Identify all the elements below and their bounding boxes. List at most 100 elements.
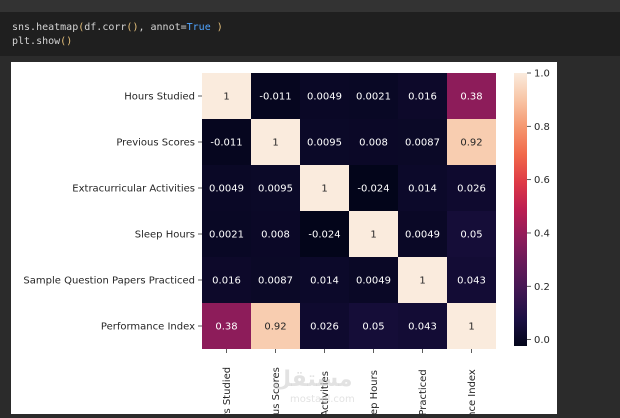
column-label: urs Studied bbox=[222, 367, 233, 414]
row-label: Extracurricular Activities bbox=[72, 184, 195, 195]
column-label: leep Hours bbox=[369, 370, 380, 414]
notebook-toolbar-strip bbox=[0, 0, 620, 12]
colorbar-tick-label: 0.0 bbox=[534, 335, 550, 346]
code-line-1: sns.heatmap(df.corr(), annot=True ) bbox=[12, 22, 223, 33]
cell-annotation: 0.026 bbox=[310, 322, 339, 333]
code-function: plt.show bbox=[12, 36, 61, 47]
heatmap-cell bbox=[447, 73, 496, 119]
cell-annotation: -0.011 bbox=[210, 138, 242, 149]
cell-annotation: 0.043 bbox=[408, 322, 437, 333]
cell-annotation: 1 bbox=[223, 92, 229, 103]
heatmap-cell bbox=[447, 119, 496, 165]
cell-output: 1 -0.011 0.0049 0.0021 0.016 0.38 -0.011 1 0.009… bbox=[11, 62, 557, 418]
heatmap-cell bbox=[202, 257, 251, 303]
cell-annotation: 0.014 bbox=[408, 184, 437, 195]
colorbar-tick-label: 0.2 bbox=[534, 282, 550, 293]
cell-annotation: 1 bbox=[468, 322, 474, 333]
column-label: ance Index bbox=[467, 369, 478, 414]
column-label: ious Scores bbox=[271, 367, 282, 414]
row-label: Sample Question Papers Practiced bbox=[23, 276, 195, 287]
cell-annotation: 0.0049 bbox=[209, 184, 244, 195]
colorbar-gradient bbox=[514, 73, 527, 346]
colorbar-tick-label: 0.8 bbox=[534, 122, 550, 133]
cell-annotation: 1 bbox=[370, 230, 376, 241]
heatmap-cell bbox=[300, 119, 349, 165]
cell-annotation: 0.0087 bbox=[258, 276, 293, 287]
heatmap-cell bbox=[398, 257, 447, 303]
cell-annotation: 0.0095 bbox=[258, 184, 293, 195]
cell-annotation: 0.016 bbox=[408, 92, 437, 103]
cell-annotation: 1 bbox=[272, 138, 278, 149]
colorbar-tick-label: 0.4 bbox=[534, 228, 550, 239]
heatmap-cell bbox=[447, 257, 496, 303]
heatmap-cell bbox=[398, 211, 447, 257]
heatmap-chart: 1 -0.011 0.0049 0.0021 0.016 0.38 -0.011 1 0.009… bbox=[23, 69, 550, 418]
cell-annotation: 0.0095 bbox=[307, 138, 342, 149]
cell-annotation: -0.024 bbox=[357, 184, 389, 195]
row-label: Performance Index bbox=[101, 322, 195, 333]
colorbar-tick-label: 0.6 bbox=[534, 175, 550, 186]
heatmap-cell bbox=[349, 165, 398, 211]
heatmap-cell bbox=[398, 73, 447, 119]
code-argument: df.corr bbox=[84, 22, 127, 33]
heatmap-cell bbox=[202, 303, 251, 349]
cell-annotation: 0.05 bbox=[362, 322, 384, 333]
heatmap-cell bbox=[300, 303, 349, 349]
heatmap-cell bbox=[251, 257, 300, 303]
heatmap-cell bbox=[349, 211, 398, 257]
row-label: Sleep Hours bbox=[135, 230, 195, 241]
heatmap-cell bbox=[300, 211, 349, 257]
code-cell[interactable]: sns.heatmap(df.corr(), annot=True ) plt.… bbox=[0, 12, 620, 56]
column-label: s Practiced bbox=[418, 369, 429, 414]
cell-annotation: 0.0021 bbox=[209, 230, 244, 241]
cell-annotation: 0.0049 bbox=[405, 230, 440, 241]
heatmap-cell bbox=[398, 119, 447, 165]
cell-annotation: 0.0021 bbox=[356, 92, 391, 103]
heatmap-cell bbox=[300, 257, 349, 303]
heatmap-cells: 1 -0.011 0.0049 0.0021 0.016 0.38 -0.011 1 0.009… bbox=[202, 73, 496, 349]
heatmap-cell bbox=[447, 211, 496, 257]
heatmap-cell bbox=[202, 165, 251, 211]
code-function: sns.heatmap bbox=[12, 22, 79, 33]
row-label: Previous Scores bbox=[116, 138, 195, 149]
heatmap-cell bbox=[349, 303, 398, 349]
cell-annotation: 0.014 bbox=[310, 276, 339, 287]
cell-annotation: 0.0049 bbox=[307, 92, 342, 103]
heatmap-cell bbox=[300, 73, 349, 119]
heatmap-cell bbox=[202, 73, 251, 119]
heatmap-cell bbox=[202, 119, 251, 165]
code-line-2: plt.show() bbox=[12, 36, 73, 47]
cell-annotation: 0.05 bbox=[460, 230, 482, 241]
cell-annotation: -0.024 bbox=[308, 230, 340, 241]
code-keyword-arg: , annot= bbox=[138, 22, 187, 33]
cell-annotation: -0.011 bbox=[259, 92, 291, 103]
column-label: r Activities bbox=[320, 371, 331, 414]
heatmap-cell bbox=[300, 165, 349, 211]
cell-annotation: 0.043 bbox=[457, 276, 486, 287]
cell-annotation: 0.92 bbox=[460, 138, 482, 149]
cell-annotation: 1 bbox=[321, 184, 327, 195]
heatmap-cell bbox=[398, 165, 447, 211]
cell-annotation: 0.38 bbox=[460, 92, 482, 103]
heatmap-cell bbox=[398, 303, 447, 349]
heatmap-cell bbox=[447, 303, 496, 349]
cell-annotation: 0.016 bbox=[212, 276, 241, 287]
heatmap-cell bbox=[349, 119, 398, 165]
heatmap-cell bbox=[447, 165, 496, 211]
heatmap-cell bbox=[251, 119, 300, 165]
cell-annotation: 0.38 bbox=[215, 322, 237, 333]
cell-annotation: 0.0087 bbox=[405, 138, 440, 149]
colorbar-tick-label: 1.0 bbox=[534, 69, 550, 80]
cell-annotation: 0.008 bbox=[261, 230, 290, 241]
cell-annotation: 1 bbox=[419, 276, 425, 287]
cell-annotation: 0.0049 bbox=[356, 276, 391, 287]
heatmap-cell bbox=[349, 257, 398, 303]
heatmap-cell bbox=[349, 73, 398, 119]
cell-annotation: 0.92 bbox=[264, 322, 286, 333]
row-labels: Hours Studied Previous Scores Extracurricu… bbox=[23, 92, 202, 333]
code-true-literal: True bbox=[186, 22, 211, 33]
row-label: Hours Studied bbox=[124, 92, 195, 103]
heatmap-cell bbox=[251, 165, 300, 211]
heatmap-cell bbox=[251, 73, 300, 119]
column-labels: urs Studied ious Scores r Activities leep H… bbox=[222, 349, 478, 418]
